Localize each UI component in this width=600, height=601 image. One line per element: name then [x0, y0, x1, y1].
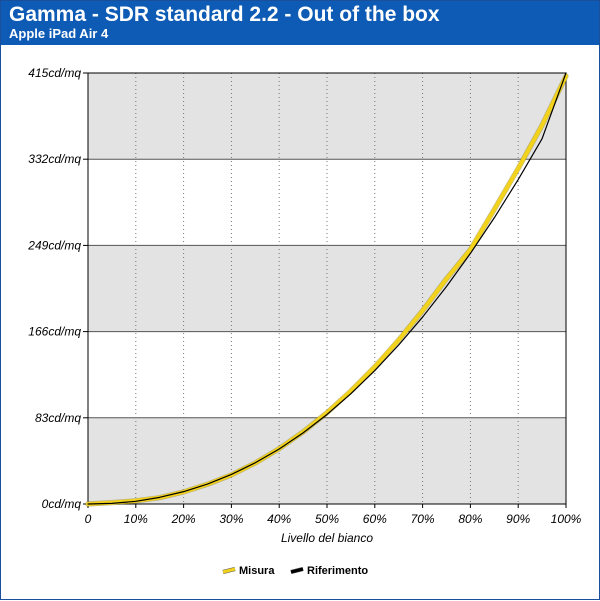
y-tick-label: 249cd/mq	[27, 238, 81, 252]
x-tick-label: 20%	[171, 512, 196, 526]
x-axis-label: Livello del bianco	[281, 531, 373, 545]
y-axis-ticks: 0cd/mq 83cd/mq 166cd/mq 249cd/mq 332cd/mq 415…	[27, 66, 88, 511]
plot-grid	[88, 73, 566, 504]
plot-band	[88, 417, 566, 504]
x-tick-label: 90%	[506, 512, 530, 526]
legend-item-misura: Misura	[222, 565, 275, 577]
plot-band	[88, 331, 566, 418]
y-tick-label: 166cd/mq	[28, 325, 81, 339]
plot-band	[88, 245, 566, 332]
y-tick-label: 415cd/mq	[28, 66, 81, 80]
chart-header: Gamma - SDR standard 2.2 - Out of the bo…	[1, 1, 599, 45]
x-tick-label: 50%	[315, 512, 339, 526]
chart-legend: Misura Riferimento	[222, 565, 368, 577]
y-tick-label: 0cd/mq	[42, 497, 82, 511]
x-axis-ticks: 0 10% 20% 30% 40% 50% 60% 70% 80% 90% 100%	[85, 504, 582, 526]
x-tick-label: 80%	[458, 512, 482, 526]
legend-label: Misura	[239, 565, 275, 577]
x-tick-label: 40%	[267, 512, 291, 526]
x-tick-label: 70%	[411, 512, 435, 526]
y-tick-label: 332cd/mq	[28, 152, 81, 166]
legend-item-riferimento: Riferimento	[290, 565, 368, 577]
series-line-riferimento	[87, 72, 567, 505]
plot-band	[88, 159, 566, 246]
legend-label: Riferimento	[307, 565, 368, 577]
x-tick-label: 10%	[124, 512, 148, 526]
x-tick-label: 0	[85, 512, 92, 526]
y-tick-label: 83cd/mq	[35, 411, 81, 425]
series-lines	[85, 72, 569, 507]
x-tick-label: 30%	[219, 512, 243, 526]
legend-swatch	[290, 567, 304, 574]
plot-band	[88, 73, 566, 160]
x-tick-label: 60%	[363, 512, 387, 526]
x-tick-label: 100%	[551, 512, 582, 526]
chart-title: Gamma - SDR standard 2.2 - Out of the bo…	[9, 3, 440, 26]
legend-swatch	[222, 567, 236, 574]
chart-subtitle: Apple iPad Air 4	[9, 26, 109, 41]
